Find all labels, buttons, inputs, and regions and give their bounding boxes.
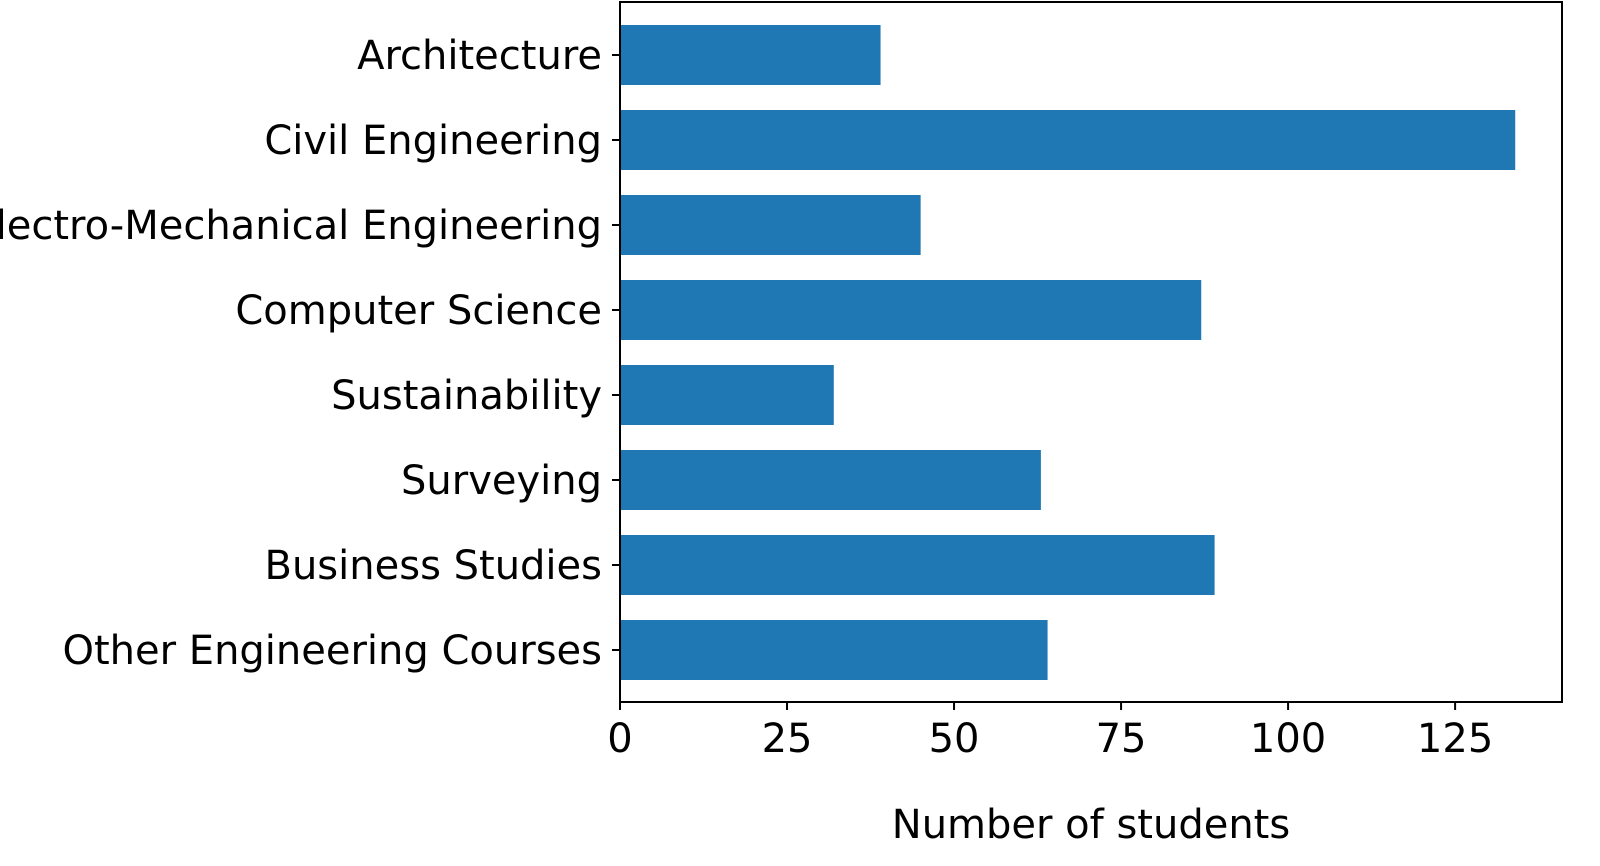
bar-business-studies [620,535,1215,595]
bar-sustainability [620,365,834,425]
bars-group [620,25,1516,680]
plot-frame [619,1,1563,703]
x-axis-ticks: 0 25 50 75 100 125 [607,702,1493,762]
x-tick-label: 50 [929,716,980,762]
category-label: Architecture [357,33,602,79]
bar-other-engineering-courses [620,620,1048,680]
category-label: Other Engineering Courses [63,628,603,674]
x-tick-label: 75 [1096,716,1147,762]
bar-electro-mechanical-engineering [620,195,921,255]
category-labels: Architecture Civil Engineering Electro-Mec… [0,33,620,674]
bar-computer-science [620,280,1202,340]
x-tick-label: 0 [607,716,632,762]
bar-surveying [620,450,1041,510]
category-label: Business Studies [265,543,602,589]
category-label: Electro-Mechanical Engineering [0,203,602,249]
x-tick-label: 125 [1417,716,1493,762]
category-label: Sustainability [331,373,602,419]
x-tick-label: 25 [762,716,813,762]
bar-civil-engineering [620,110,1516,170]
category-label: Computer Science [235,288,602,334]
bar-architecture [620,25,881,85]
x-axis-label: Number of students [892,802,1290,848]
category-label: Surveying [401,458,602,504]
x-tick-label: 100 [1250,716,1326,762]
category-label: Civil Engineering [264,118,602,164]
